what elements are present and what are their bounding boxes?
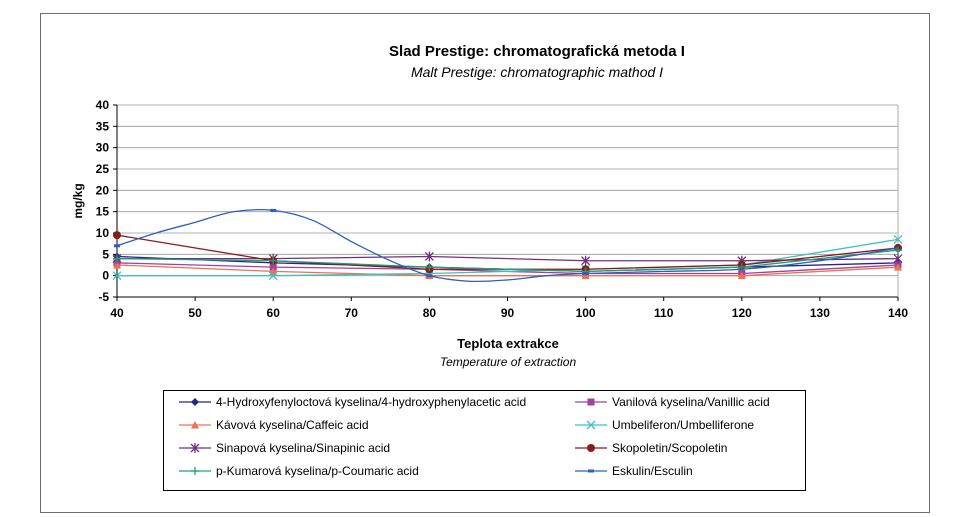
legend-symbol bbox=[179, 467, 211, 475]
data-point bbox=[894, 246, 902, 255]
y-tick-label: 40 bbox=[96, 98, 110, 112]
series-6 bbox=[113, 231, 902, 274]
x-tick-label: 120 bbox=[732, 306, 752, 320]
data-point bbox=[893, 253, 903, 264]
x-tick-label: 130 bbox=[810, 306, 830, 320]
series-line bbox=[116, 208, 899, 283]
legend-label: Sinapová kyselina/Sinapinic acid bbox=[216, 441, 391, 455]
data-point bbox=[270, 208, 277, 212]
legend-symbol bbox=[179, 398, 211, 406]
legend-marker bbox=[191, 467, 199, 475]
axes: -5 0 5 10 15 20 25 30 35 40 40 50 60 70 80 90 100 110 120 1… bbox=[96, 98, 909, 320]
legend-symbol bbox=[179, 421, 211, 429]
y-tick-label: -5 bbox=[98, 290, 109, 304]
legend-marker bbox=[190, 443, 200, 453]
legend-marker bbox=[587, 444, 595, 452]
x-tick-label: 140 bbox=[888, 306, 908, 320]
series-line bbox=[116, 234, 899, 270]
data-point bbox=[269, 256, 278, 265]
data-point bbox=[113, 231, 121, 240]
data-point bbox=[426, 274, 433, 278]
x-tick-label: 100 bbox=[576, 306, 596, 320]
legend-label: p-Kumarová kyselina/p-Coumaric acid bbox=[216, 464, 419, 478]
y-tick-label: 25 bbox=[96, 162, 110, 176]
x-tick-label: 90 bbox=[501, 306, 515, 320]
legend-label: Skopoletin/Scopoletin bbox=[612, 441, 728, 455]
legend-symbol bbox=[575, 444, 607, 452]
x-tick-label: 70 bbox=[345, 306, 359, 320]
x-tick-label: 60 bbox=[267, 306, 281, 320]
x-tick-label: 110 bbox=[654, 306, 674, 320]
data-point bbox=[582, 272, 589, 276]
x-axis-label: Teplota extrakce bbox=[457, 336, 559, 351]
chart-title: Slad Prestige: chromatografická metoda I bbox=[389, 43, 685, 60]
data-point bbox=[268, 271, 278, 281]
legend-symbol bbox=[179, 443, 211, 453]
data-point bbox=[113, 261, 121, 269]
x-axis-sublabel: Temperature of extraction bbox=[440, 355, 577, 369]
legend-marker bbox=[586, 420, 596, 430]
data-point bbox=[894, 263, 902, 271]
series-lines bbox=[112, 208, 903, 283]
series-3 bbox=[113, 261, 902, 280]
y-tick-label: 15 bbox=[96, 205, 110, 219]
y-tick-label: 10 bbox=[96, 226, 110, 240]
data-point bbox=[425, 263, 434, 272]
x-tick-label: 80 bbox=[423, 306, 437, 320]
legend-label: Kávová kyselina/Caffeic acid bbox=[216, 418, 369, 432]
y-tick-label: 5 bbox=[102, 247, 109, 261]
data-point bbox=[114, 244, 120, 248]
legend-symbol bbox=[575, 469, 607, 473]
series-line bbox=[116, 264, 899, 277]
data-point bbox=[424, 251, 434, 262]
gridlines bbox=[117, 104, 898, 277]
x-tick-label: 50 bbox=[188, 306, 202, 320]
legend-label: Eskulin/Esculin bbox=[612, 464, 693, 478]
legend-marker bbox=[587, 398, 595, 406]
legend-marker bbox=[191, 398, 199, 406]
data-point bbox=[581, 271, 590, 280]
series-8 bbox=[114, 208, 899, 283]
legend-marker bbox=[191, 421, 199, 429]
legend-label: Umbeliferon/Umbelliferone bbox=[612, 418, 755, 432]
data-point bbox=[113, 254, 121, 263]
data-point bbox=[112, 271, 122, 281]
y-tick-label: 35 bbox=[96, 119, 110, 133]
legend-symbol bbox=[575, 420, 607, 430]
chart-subtitle: Malt Prestige: chromatographic mathod I bbox=[411, 64, 663, 80]
legend-marker bbox=[588, 469, 594, 473]
series-line bbox=[116, 249, 899, 273]
y-tick-label: 30 bbox=[96, 141, 110, 155]
series-line bbox=[117, 255, 899, 262]
data-point bbox=[737, 271, 746, 280]
legend-label: Vanilová kyselina/Vanillic acid bbox=[612, 395, 770, 409]
legend-symbol bbox=[575, 398, 607, 406]
legend-label: 4-Hydroxyfenyloctová kyselina/4-hydroxyp… bbox=[216, 395, 527, 409]
data-point bbox=[581, 255, 591, 266]
x-tick-label: 40 bbox=[110, 306, 124, 320]
y-tick-label: 20 bbox=[96, 183, 110, 197]
chart-frame bbox=[40, 13, 930, 513]
data-point bbox=[269, 263, 277, 271]
y-axis-label: mg/kg bbox=[71, 183, 85, 218]
data-point bbox=[893, 234, 903, 244]
y-tick-label: 0 bbox=[102, 269, 109, 283]
legend: 4-Hydroxyfenyloctová kyselina/4-hydroxyp… bbox=[163, 390, 806, 491]
